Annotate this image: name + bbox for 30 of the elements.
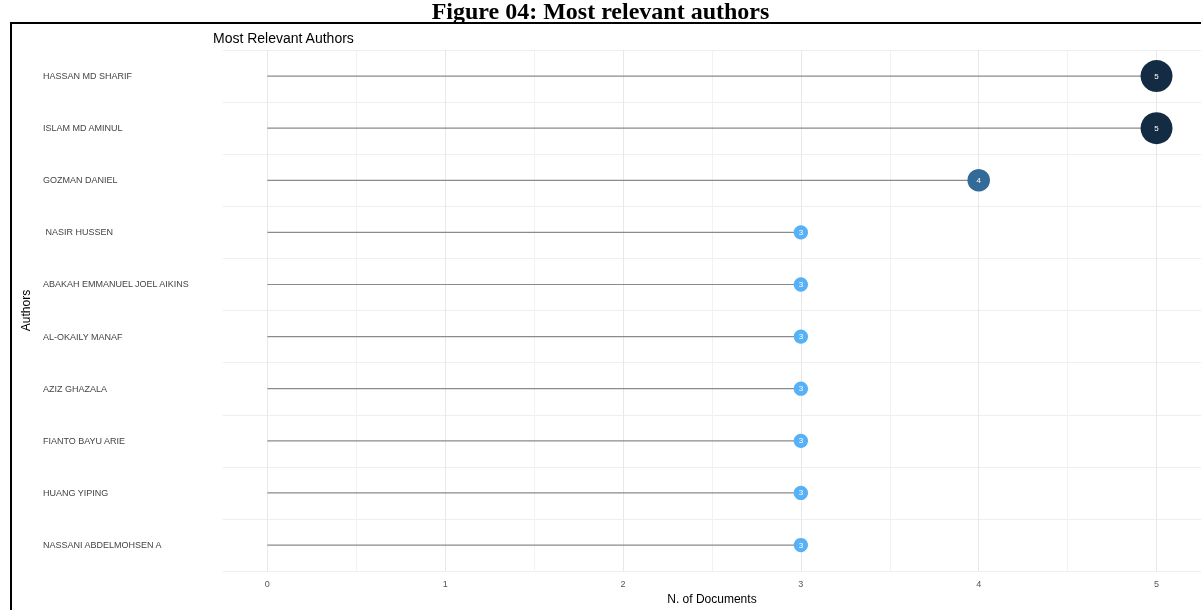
data-label: 5 [1154, 123, 1160, 133]
y-tick-label: AZIZ GHAZALA [42, 383, 107, 394]
y-tick-label: NASIR HUSSEN [42, 227, 113, 238]
chart-title: Figure 04: Most relevant authors [430, 0, 771, 25]
y-tick-label: HUANG YIPING [42, 487, 109, 498]
data-label: 3 [798, 436, 804, 446]
y-tick-label: HASSAN MD SHARIF [42, 71, 133, 82]
y-axis-title: Authors [19, 289, 33, 332]
y-tick-label: ISLAM MD AMINUL [42, 123, 123, 134]
x-tick-label: 1 [442, 578, 448, 589]
x-tick-label: 5 [1154, 578, 1160, 589]
x-axis-title: N. of Documents [667, 592, 757, 606]
data-label: 3 [798, 540, 804, 550]
y-tick-label: FIANTO BAYU ARIE [42, 435, 126, 446]
data-label: 5 [1154, 71, 1160, 81]
data-label: 3 [798, 332, 804, 342]
data-label: 3 [798, 488, 804, 498]
y-tick-label: AL-OKAILY MANAF [42, 331, 124, 342]
data-label: 4 [976, 175, 982, 185]
x-tick-label: 4 [976, 578, 982, 589]
data-label: 3 [798, 227, 804, 237]
y-tick-label: NASSANI ABDELMOHSEN A [42, 540, 162, 551]
y-tick-label: GOZMAN DANIEL [42, 175, 118, 186]
chart-subtitle: Most Relevant Authors [213, 30, 354, 46]
x-tick-label: 2 [620, 578, 626, 589]
data-label: 3 [798, 384, 804, 394]
x-tick-label: 3 [798, 578, 804, 589]
y-tick-label: ABAKAH EMMANUEL JOEL AIKINS [42, 279, 189, 290]
x-tick-label: 0 [264, 578, 270, 589]
data-label: 3 [798, 279, 804, 289]
